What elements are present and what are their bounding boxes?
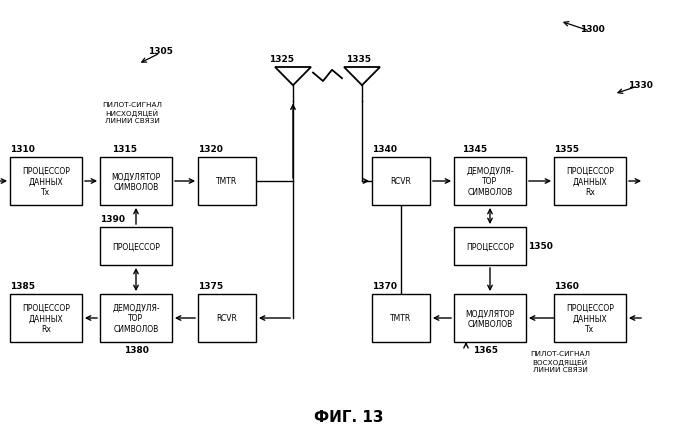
Text: 1350: 1350 — [528, 242, 553, 251]
Text: ПРОЦЕССОР
ДАННЫХ
Tx: ПРОЦЕССОР ДАННЫХ Tx — [566, 303, 614, 333]
Text: МОДУЛЯТОР
СИМВОЛОВ: МОДУЛЯТОР СИМВОЛОВ — [466, 309, 514, 328]
Text: 1335: 1335 — [346, 55, 371, 64]
Text: ПРОЦЕССОР
ДАННЫХ
Tx: ПРОЦЕССОР ДАННЫХ Tx — [22, 167, 70, 197]
FancyBboxPatch shape — [454, 227, 526, 265]
Text: ФИГ. 13: ФИГ. 13 — [315, 410, 384, 424]
Text: 1315: 1315 — [112, 145, 137, 154]
FancyBboxPatch shape — [454, 294, 526, 342]
Text: ПИЛОТ-СИГНАЛ
НИСХОДЯЦЕЙ
ЛИНИИ СВЯЗИ: ПИЛОТ-СИГНАЛ НИСХОДЯЦЕЙ ЛИНИИ СВЯЗИ — [102, 102, 162, 124]
Text: 1375: 1375 — [198, 281, 223, 290]
FancyBboxPatch shape — [372, 294, 430, 342]
Text: 1365: 1365 — [473, 345, 498, 354]
Text: 1380: 1380 — [124, 345, 148, 354]
Text: TMTR: TMTR — [217, 177, 238, 186]
Text: TMTR: TMTR — [390, 314, 412, 323]
FancyBboxPatch shape — [198, 294, 256, 342]
Text: 1305: 1305 — [148, 47, 173, 56]
FancyBboxPatch shape — [10, 158, 82, 206]
FancyBboxPatch shape — [100, 158, 172, 206]
FancyBboxPatch shape — [10, 294, 82, 342]
FancyBboxPatch shape — [100, 227, 172, 265]
Text: ДЕМОДУЛЯ-
ТОР
СИМВОЛОВ: ДЕМОДУЛЯ- ТОР СИМВОЛОВ — [466, 167, 514, 197]
Text: 1355: 1355 — [554, 145, 579, 154]
Text: 1325: 1325 — [269, 55, 294, 64]
Text: RCVR: RCVR — [391, 177, 412, 186]
Text: ПРОЦЕССОР: ПРОЦЕССОР — [466, 242, 514, 251]
FancyBboxPatch shape — [554, 158, 626, 206]
Text: ПРОЦЕССОР
ДАННЫХ
Rx: ПРОЦЕССОР ДАННЫХ Rx — [566, 167, 614, 197]
Text: 1310: 1310 — [10, 145, 35, 154]
FancyBboxPatch shape — [454, 158, 526, 206]
Text: ДЕМОДУЛЯ-
ТОР
СИМВОЛОВ: ДЕМОДУЛЯ- ТОР СИМВОЛОВ — [112, 303, 160, 333]
Text: МОДУЛЯТОР
СИМВОЛОВ: МОДУЛЯТОР СИМВОЛОВ — [111, 172, 161, 191]
Text: ПРОЦЕССОР: ПРОЦЕССОР — [112, 242, 160, 251]
Text: 1390: 1390 — [100, 214, 125, 224]
FancyBboxPatch shape — [372, 158, 430, 206]
Text: 1330: 1330 — [628, 80, 653, 89]
Text: ПРОЦЕССОР
ДАННЫХ
Rx: ПРОЦЕССОР ДАННЫХ Rx — [22, 303, 70, 333]
Text: 1345: 1345 — [462, 145, 487, 154]
Text: RCVR: RCVR — [217, 314, 238, 323]
Text: ПИЛОТ-СИГНАЛ
ВОСХОДЯЩЕЙ
ЛИНИИ СВЯЗИ: ПИЛОТ-СИГНАЛ ВОСХОДЯЩЕЙ ЛИНИИ СВЯЗИ — [530, 350, 590, 372]
FancyBboxPatch shape — [198, 158, 256, 206]
FancyBboxPatch shape — [100, 294, 172, 342]
Text: 1370: 1370 — [372, 281, 397, 290]
Text: 1385: 1385 — [10, 281, 35, 290]
Text: 1300: 1300 — [580, 26, 605, 34]
FancyBboxPatch shape — [554, 294, 626, 342]
Text: 1340: 1340 — [372, 145, 397, 154]
Text: 1360: 1360 — [554, 281, 579, 290]
Text: 1320: 1320 — [198, 145, 223, 154]
